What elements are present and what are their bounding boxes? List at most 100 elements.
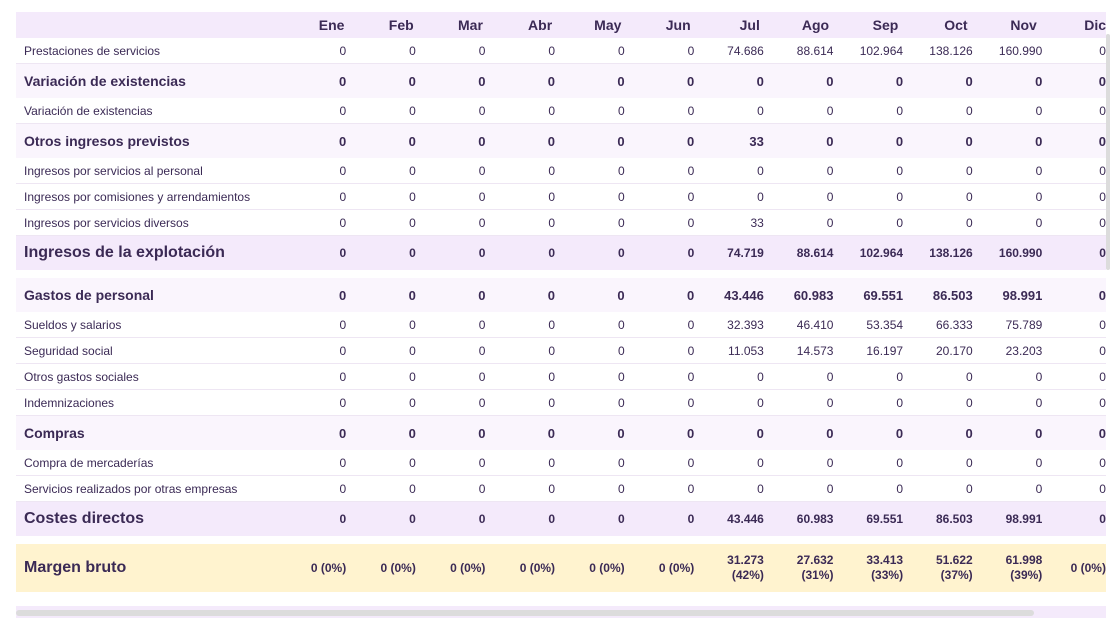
value-cell: 0 bbox=[687, 43, 695, 58]
value-cell: 0 bbox=[1099, 189, 1106, 204]
value-cell: 0 bbox=[617, 215, 625, 230]
value-cell: 0 bbox=[826, 189, 834, 204]
value-cell: 0 bbox=[339, 512, 347, 526]
value-cell: 0 bbox=[1035, 455, 1043, 470]
value-cell: 88.614 bbox=[796, 246, 834, 260]
value-cell: 33 bbox=[749, 133, 764, 149]
value-cell: 0 bbox=[966, 163, 973, 178]
value-cell: 74.686 bbox=[727, 43, 764, 58]
row-label: Costes directos bbox=[24, 510, 145, 527]
value-cell: 0 bbox=[1098, 73, 1106, 89]
value-cell: 88.614 bbox=[796, 43, 834, 58]
value-cell: 60.983 bbox=[796, 512, 834, 526]
value-cell: 0 bbox=[617, 512, 625, 526]
detail-row: Variación de existencias 0 0 0 0 0 0 0 0 0 0 0 0 bbox=[16, 98, 1106, 124]
value-cell: 0 bbox=[478, 369, 486, 384]
value-cell: 0 bbox=[478, 455, 486, 470]
value-cell: 138.126 bbox=[929, 246, 973, 260]
value-cell: 0 bbox=[896, 481, 904, 496]
value-line: (33%) bbox=[871, 568, 904, 582]
value-cell: 0 bbox=[1035, 189, 1043, 204]
value-cell: 0 bbox=[409, 103, 416, 118]
value-cell: 0 bbox=[757, 369, 764, 384]
value-cell: 0 bbox=[757, 395, 764, 410]
value-cell: 0 bbox=[1035, 163, 1043, 178]
value-cell: 0 bbox=[478, 481, 486, 496]
value-cell: 0 bbox=[548, 215, 556, 230]
value-cell: 0 bbox=[896, 215, 904, 230]
value-cell: 0 bbox=[409, 43, 416, 58]
value-cell: 0 bbox=[408, 133, 416, 149]
detail-row: Indemnizaciones 0 0 0 0 0 0 0 0 0 0 0 0 bbox=[16, 390, 1106, 416]
value-cell: 0 bbox=[547, 425, 556, 441]
value-cell: 0 bbox=[687, 425, 695, 441]
detail-row: Prestaciones de servicios 0 0 0 0 0 0 74.686 88.… bbox=[16, 38, 1106, 64]
value-cell: 0 bbox=[1099, 317, 1106, 332]
value-cell: 0 bbox=[687, 189, 695, 204]
value-cell: 0 bbox=[478, 103, 486, 118]
value-cell: 0 (0%) bbox=[625, 561, 694, 576]
value-cell: 66.333 bbox=[935, 317, 973, 332]
value-cell: 0 bbox=[966, 215, 973, 230]
row-label: Ingresos de la explotación bbox=[24, 244, 225, 261]
detail-row: Sueldos y salarios 0 0 0 0 0 0 32.393 46.410 53.3… bbox=[16, 312, 1106, 338]
value-cell: 0 bbox=[826, 133, 834, 149]
value-cell: 43.446 bbox=[727, 512, 764, 526]
value-cell: 0 bbox=[757, 189, 764, 204]
month-header: Sep bbox=[872, 17, 899, 33]
value-cell: 0 bbox=[826, 425, 834, 441]
value-cell: 0 bbox=[478, 246, 486, 260]
value-cell: 0 bbox=[409, 317, 416, 332]
value-cell: 0 bbox=[339, 343, 347, 358]
value-cell: 0 bbox=[895, 73, 904, 89]
horizontal-scrollbar[interactable] bbox=[16, 610, 1034, 616]
gross-margin-row: Margen bruto 0 (0%) 0 (0%) 0 (0%) 0 (0%) 0 (0… bbox=[16, 544, 1106, 592]
value-cell: 86.503 bbox=[932, 287, 973, 303]
value-cell: 0 bbox=[617, 481, 625, 496]
value-cell: 0 (0%) bbox=[485, 561, 555, 576]
value-cell: 0 bbox=[617, 246, 625, 260]
value-cell: 0 bbox=[548, 43, 556, 58]
value-cell: 51.622 (37%) bbox=[903, 553, 973, 583]
month-header: Nov bbox=[1010, 17, 1037, 33]
month-header: Ene bbox=[318, 17, 345, 33]
value-cell: 0 bbox=[548, 103, 556, 118]
month-header: Feb bbox=[388, 17, 414, 33]
value-cell: 0 bbox=[617, 395, 625, 410]
value-cell: 0 bbox=[548, 246, 556, 260]
row-spacer bbox=[16, 270, 1106, 278]
value-cell: 0 (0%) bbox=[277, 561, 346, 576]
row-label: Compra de mercaderías bbox=[24, 455, 154, 470]
value-cell: 0 bbox=[1035, 133, 1043, 149]
value-cell: 0 bbox=[687, 317, 695, 332]
value-cell: 0 bbox=[478, 133, 486, 149]
value-cell: 0 bbox=[757, 455, 764, 470]
value-cell: 0 bbox=[548, 481, 556, 496]
value-cell: 0 bbox=[687, 455, 695, 470]
row-label: Prestaciones de servicios bbox=[24, 43, 161, 58]
value-cell: 102.964 bbox=[859, 43, 904, 58]
value-cell: 0 bbox=[409, 455, 416, 470]
value-cell: 33.413 (33%) bbox=[833, 553, 903, 583]
value-line: 0 (0%) bbox=[450, 560, 486, 575]
value-cell: 138.126 bbox=[929, 43, 973, 58]
value-cell: 0 bbox=[409, 343, 416, 358]
value-cell: 0 bbox=[617, 287, 625, 303]
value-cell: 0 bbox=[965, 73, 973, 89]
value-cell: 74.719 bbox=[727, 246, 764, 260]
value-cell: 0 bbox=[548, 189, 556, 204]
value-cell: 0 bbox=[617, 189, 625, 204]
vertical-scrollbar[interactable] bbox=[1106, 34, 1110, 270]
value-cell: 0 bbox=[826, 103, 834, 118]
value-cell: 0 bbox=[339, 395, 347, 410]
value-cell: 0 bbox=[409, 512, 416, 526]
value-cell: 0 bbox=[478, 317, 486, 332]
value-cell: 0 bbox=[687, 103, 695, 118]
value-cell: 14.573 bbox=[796, 343, 834, 358]
value-cell: 0 bbox=[338, 133, 347, 149]
value-cell: 0 bbox=[965, 133, 973, 149]
value-cell: 0 bbox=[1099, 455, 1106, 470]
value-cell: 0 (0%) bbox=[346, 561, 415, 576]
value-cell: 0 bbox=[478, 425, 486, 441]
group-row: Gastos de personal 0 0 0 0 0 0 43.446 60.983 69.5… bbox=[16, 278, 1106, 312]
